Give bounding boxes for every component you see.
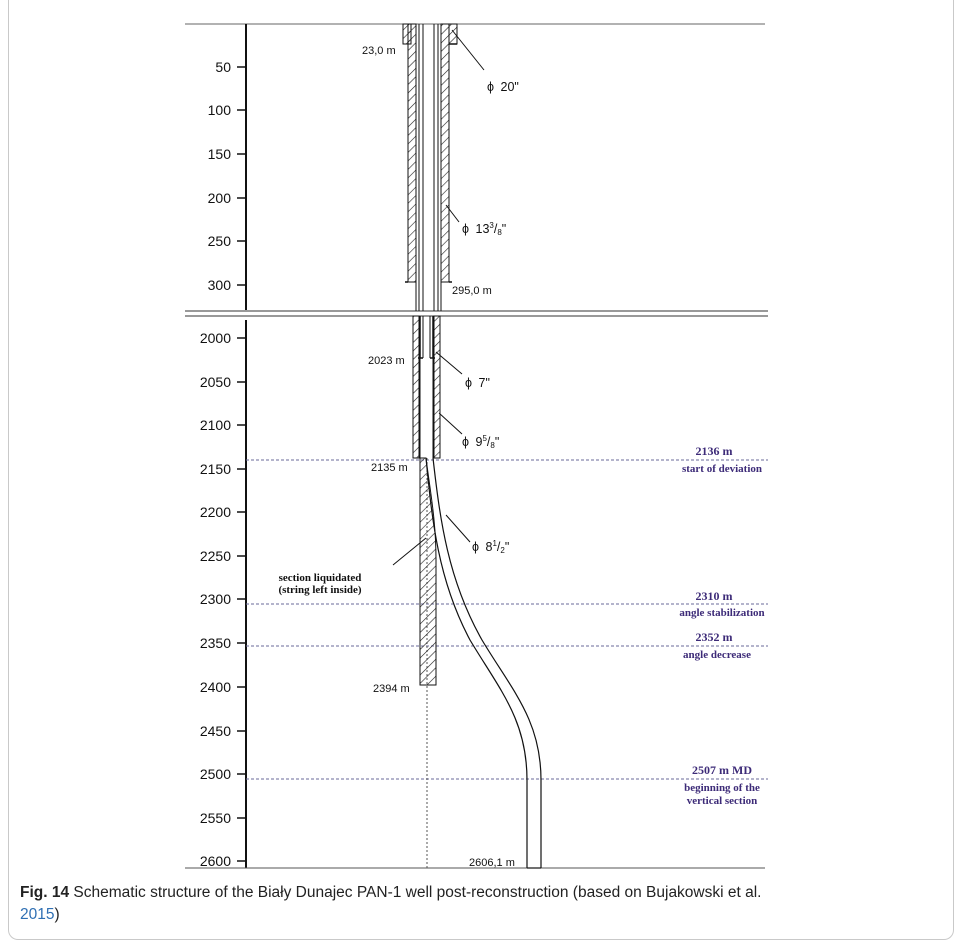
event-label: angle stabilization: [679, 607, 764, 619]
event-label: angle decrease: [683, 649, 751, 661]
depth-mark-conductor: 23,0 m: [362, 45, 396, 57]
leader-line: [445, 514, 471, 543]
axis-tick-label: 150: [208, 146, 232, 162]
axis-tick-label: 50: [215, 59, 231, 75]
casing-label-intermediate: ϕ 95/8": [462, 434, 499, 450]
leader-line: [392, 537, 427, 566]
axis-tick-label: 2600: [200, 853, 231, 869]
depth-mark-casing-shoe: 2135 m: [371, 462, 408, 474]
open-hole-left-wall: [425, 457, 528, 868]
axis-tick-label: 2350: [200, 635, 231, 651]
liquidated-section: [419, 457, 437, 686]
open-hole-right-wall: [432, 457, 542, 868]
axis-tick-label: 2100: [200, 417, 231, 433]
axis-tick-label: 250: [208, 233, 232, 249]
intermediate-casing-hatch-left: [412, 315, 420, 459]
casing-label-conductor: ϕ 20": [487, 80, 519, 94]
axis-tick-label: 100: [208, 102, 232, 118]
leader-line: [438, 412, 463, 435]
event-label: beginning of the: [684, 782, 760, 794]
intermediate-casing-hatch-right: [433, 315, 441, 459]
caption-text: Schematic structure of the Biały Dunajec…: [73, 884, 762, 901]
axis-tick-label: 2400: [200, 679, 231, 695]
depth-mark-total-depth: 2606,1 m: [469, 857, 515, 869]
axis-tick-label: 2000: [200, 330, 231, 346]
event-label: start of deviation: [682, 463, 762, 475]
axis-tick-label: 2200: [200, 504, 231, 520]
axis-tick-label: 2250: [200, 548, 231, 564]
casing-label-surface: ϕ 133/8": [462, 221, 506, 237]
event-depth: 2352 m: [696, 630, 733, 644]
axis-tick-label: 300: [208, 277, 232, 293]
axis-tick-label: 2150: [200, 461, 231, 477]
figure-frame: [8, 0, 954, 940]
axis-tick-label: 2300: [200, 591, 231, 607]
depth-mark-plug-bottom: 2394 m: [373, 683, 410, 695]
liquidated-note-line2: (string left inside): [278, 584, 361, 596]
surface-casing-hatch-left: [407, 23, 417, 283]
figure-label: Fig. 14: [20, 884, 70, 901]
depth-mark-liner: 2023 m: [368, 355, 405, 367]
caption-close: ): [54, 906, 60, 923]
leader-line: [445, 204, 460, 223]
axis-tick-label: 200: [208, 190, 232, 206]
surface-casing-hatch-right: [440, 23, 450, 283]
event-depth: 2310 m: [696, 589, 733, 603]
event-depth: 2507 m MD: [692, 763, 752, 777]
liquidated-note-line1: section liquidated: [279, 572, 362, 584]
depth-mark-surface-casing: 295,0 m: [452, 285, 492, 297]
leader-line: [435, 351, 463, 375]
casing-label-liner: ϕ 7": [465, 376, 490, 390]
well-schematic: 50 100 150 200 250 300 2000 2050 2100 2150 2200 225…: [185, 23, 768, 870]
axis-tick-label: 2500: [200, 766, 231, 782]
event-depth: 2136 m: [696, 444, 733, 458]
event-label: vertical section: [687, 795, 758, 807]
axis-tick-label: 2550: [200, 810, 231, 826]
reference-link[interactable]: 2015: [20, 906, 55, 923]
axis-tick-label: 2050: [200, 374, 231, 390]
leader-line: [451, 29, 485, 71]
casing-label-open-hole: ϕ 81/2": [472, 539, 509, 555]
figure-caption: Fig. 14 Schematic structure of the Biały…: [20, 882, 940, 926]
axis-tick-label: 2450: [200, 723, 231, 739]
axis-ticks: 50 100 150 200 250 300 2000 2050 2100 2150 2200 225…: [200, 59, 246, 869]
